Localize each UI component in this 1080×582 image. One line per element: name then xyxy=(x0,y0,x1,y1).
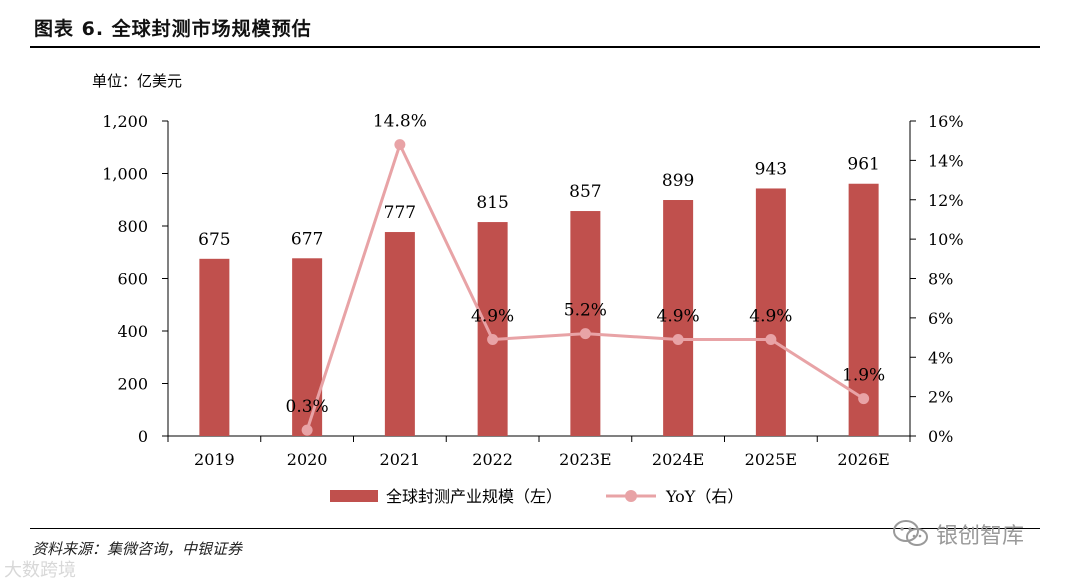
header-divider xyxy=(30,46,1040,48)
y-left-tick-label: 0 xyxy=(138,427,148,446)
yoy-data-label: 4.9% xyxy=(471,307,514,327)
chart-axes: 0 200 400 600 800 1,000 1,200 0% 2% 4% 6% 8% 10% 12% 1… xyxy=(102,112,963,469)
bar-data-label: 961 xyxy=(847,155,879,175)
watermark-right-text: 银创智库 xyxy=(936,524,1025,549)
yoy-data-label: 14.8% xyxy=(373,112,427,132)
x-tick-label: 2020 xyxy=(287,450,328,469)
y-right-tick-label: 10% xyxy=(928,230,964,249)
y-left-tick-label: 400 xyxy=(117,322,148,341)
y-right-tick-label: 8% xyxy=(928,270,953,289)
bar-data-label: 675 xyxy=(198,230,230,250)
yoy-point xyxy=(579,328,591,340)
yoy-data-label: 0.3% xyxy=(286,397,329,417)
bar-data-label: 677 xyxy=(291,229,323,249)
bar xyxy=(663,200,694,436)
yoy-point xyxy=(672,334,684,346)
legend-bar-swatch xyxy=(330,490,378,502)
yoy-point xyxy=(301,424,313,436)
yoy-data-label: 1.9% xyxy=(842,366,885,386)
bar xyxy=(199,258,230,436)
chart-title: 图表 6. 全球封测市场规模预估 xyxy=(34,18,312,40)
bar-data-label: 899 xyxy=(662,171,694,191)
bar xyxy=(292,258,323,436)
x-tick-label: 2026E xyxy=(837,450,889,469)
yoy-point xyxy=(858,393,870,405)
bar xyxy=(570,211,601,436)
yoy-point xyxy=(487,334,499,346)
bar xyxy=(477,222,508,436)
y-right-tick-label: 14% xyxy=(928,151,964,170)
legend-line-label: YoY（右） xyxy=(665,487,743,506)
y-right-tick-label: 6% xyxy=(928,309,953,328)
y-right-tick-label: 12% xyxy=(928,191,964,210)
bar xyxy=(384,232,415,436)
bar xyxy=(755,188,786,436)
x-tick-label: 2022 xyxy=(472,450,513,469)
bar-data-label: 943 xyxy=(755,159,787,179)
x-tick-label: 2023E xyxy=(559,450,611,469)
y-left-tick-label: 800 xyxy=(117,217,148,236)
yoy-data-label: 4.9% xyxy=(657,307,700,327)
yoy-data-label: 5.2% xyxy=(564,301,607,321)
bar-data-label: 777 xyxy=(384,203,416,223)
y-left-tick-label: 600 xyxy=(117,270,148,289)
bar-data-label: 815 xyxy=(476,193,508,213)
legend-bar-label: 全球封测产业规模（左） xyxy=(386,487,562,506)
watermark-right: 银创智库 xyxy=(892,518,1024,550)
bar-data-label: 857 xyxy=(569,182,601,202)
yoy-data-label: 4.9% xyxy=(749,307,792,327)
y-right-tick-label: 4% xyxy=(928,348,953,367)
yoy-point xyxy=(394,139,406,151)
y-left-tick-label: 1,000 xyxy=(102,165,148,184)
y-left-tick-label: 200 xyxy=(117,375,148,394)
x-tick-label: 2024E xyxy=(652,450,704,469)
y-right-tick-label: 0% xyxy=(928,427,953,446)
chart-legend: 全球封测产业规模（左） YoY（右） xyxy=(330,487,743,506)
x-tick-label: 2019 xyxy=(194,450,235,469)
unit-label: 单位：亿美元 xyxy=(92,72,182,90)
source-note: 资料来源：集微咨询，中银证券 xyxy=(32,540,243,558)
watermark-left: 大数跨境 xyxy=(4,560,76,581)
y-left-tick-label: 1,200 xyxy=(102,112,148,131)
footer-divider xyxy=(30,528,1040,529)
line-series: 0.3% 14.8% 4.9% 5.2% 4.9% 4.9% 1.9% xyxy=(286,112,885,436)
y-right-tick-label: 2% xyxy=(928,388,953,407)
bar-series: 675 677 777 815 857 899 943 961 xyxy=(198,155,880,436)
wechat-icon xyxy=(893,520,928,546)
yoy-point xyxy=(765,334,777,346)
legend-line-marker xyxy=(625,490,637,502)
x-tick-label: 2021 xyxy=(380,450,421,469)
y-right-tick-label: 16% xyxy=(928,112,964,131)
x-tick-label: 2025E xyxy=(745,450,797,469)
